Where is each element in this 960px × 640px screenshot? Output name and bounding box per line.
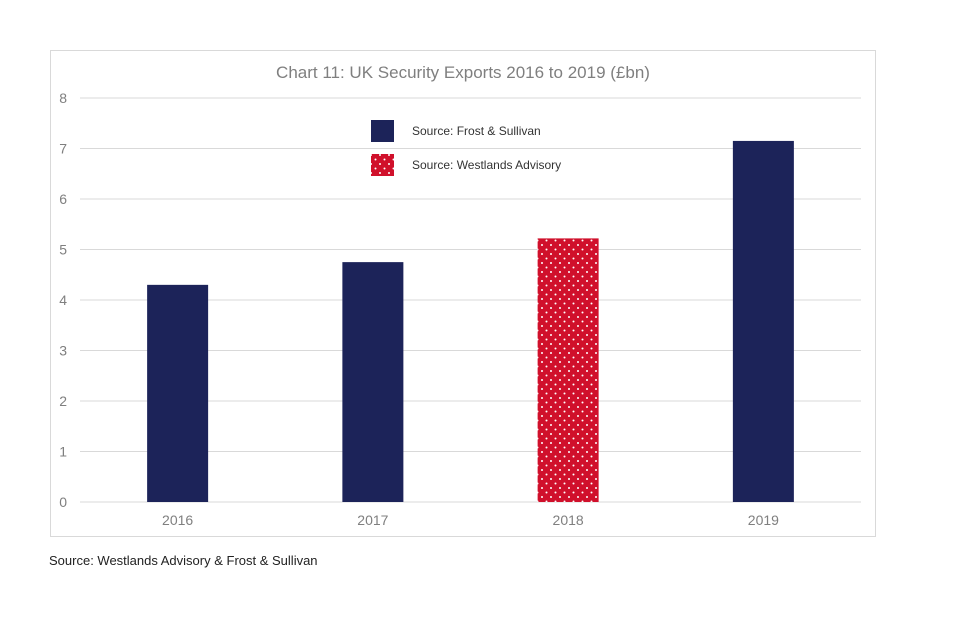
chart-title: Chart 11: UK Security Exports 2016 to 20…: [276, 63, 650, 82]
legend: Source: Frost & Sullivan Source: Westland…: [371, 120, 561, 176]
bar-2017: [342, 262, 404, 502]
y-tick-label: 8: [59, 90, 67, 106]
y-tick-label: 4: [59, 292, 67, 308]
x-tick-label: 2017: [357, 512, 388, 528]
legend-swatch: [371, 154, 394, 176]
legend-label: Source: Westlands Advisory: [412, 158, 561, 172]
x-tick-label: 2019: [748, 512, 779, 528]
source-footnote: Source: Westlands Advisory & Frost & Sul…: [49, 553, 318, 568]
y-tick-label: 6: [59, 191, 67, 207]
bar-2016: [147, 284, 209, 502]
y-tick-label: 7: [59, 141, 67, 157]
bars: [147, 140, 794, 503]
y-tick-label: 5: [59, 242, 67, 258]
bar-2019: [732, 140, 794, 503]
bar-2018: [537, 238, 599, 502]
y-tick-label: 0: [59, 494, 67, 510]
y-axis-ticks: 0 1 2 3 4 5 6 7 8: [59, 90, 67, 510]
x-tick-label: 2016: [162, 512, 193, 528]
y-tick-label: 3: [59, 343, 67, 359]
x-axis-ticks: 2016 2017 2018 2019: [162, 512, 779, 528]
grid-lines: [80, 97, 861, 503]
x-tick-label: 2018: [553, 512, 584, 528]
y-tick-label: 1: [59, 444, 67, 460]
legend-swatch: [371, 120, 394, 142]
legend-label: Source: Frost & Sullivan: [412, 124, 541, 138]
y-tick-label: 2: [59, 393, 67, 409]
